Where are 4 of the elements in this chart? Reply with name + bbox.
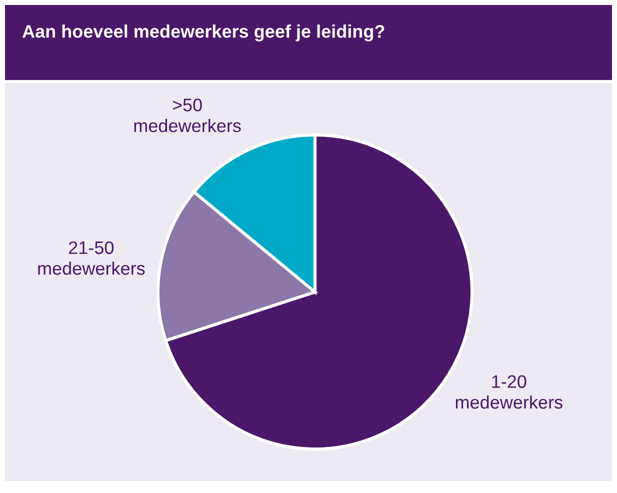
slice-label: 1-20 medewerkers — [456, 375, 562, 409]
slice-label: >50 medewerkers — [134, 98, 241, 132]
slice-label: 21-50 medewerkers — [38, 241, 145, 275]
chart-title: Aan hoeveel medewerkers geef je leiding? — [22, 24, 384, 42]
